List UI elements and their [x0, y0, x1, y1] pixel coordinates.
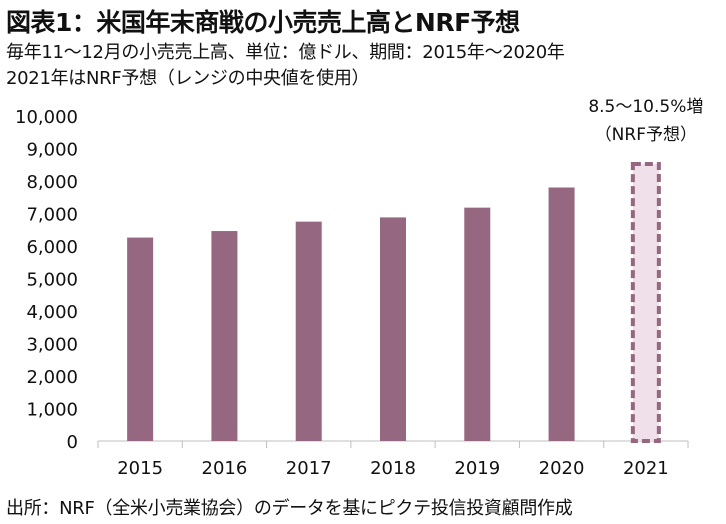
y-axis: 0 1,000 2,000 3,000 4,000 5,000 6,000 7,000 8,00… [15, 107, 78, 453]
x-tick-label: 2017 [286, 458, 332, 479]
chart-subtitle-line2: 2021年はNRF予想（レンジの中央値を使用） [6, 68, 370, 89]
y-tick-label: 8,000 [26, 172, 78, 193]
y-tick-label: 6,000 [26, 237, 78, 258]
y-tick-label: 7,000 [26, 205, 78, 226]
y-tick-label: 3,000 [26, 335, 78, 356]
bar [295, 221, 322, 441]
x-tick-label: 2020 [539, 458, 585, 479]
bar [548, 187, 575, 441]
bar [464, 207, 491, 441]
forecast-annotation-line2: （NRF予想） [595, 125, 697, 145]
bars [127, 161, 661, 443]
forecast-annotation-line1: 8.5～10.5%増 [588, 97, 703, 117]
x-axis: 2015 2016 2017 2018 2019 2020 2021 [97, 440, 689, 479]
bar [211, 231, 238, 441]
bar [127, 237, 154, 441]
y-tick-label: 5,000 [26, 270, 78, 291]
x-tick-label: 2015 [117, 458, 163, 479]
y-tick-label: 0 [67, 432, 78, 453]
chart-subtitle-line1: 毎年11～12月の小売売上高、単位：億ドル、期間：2015年～2020年 [6, 42, 565, 63]
y-tick-label: 2,000 [26, 367, 78, 388]
y-tick-label: 4,000 [26, 302, 78, 323]
x-tick-label: 2016 [202, 458, 248, 479]
x-tick-label: 2018 [370, 458, 416, 479]
y-tick-label: 1,000 [26, 400, 78, 421]
bar [380, 217, 406, 441]
source-note: 出所：NRF（全米小売業協会）のデータを基にピクテ投信投資顧問作成 [6, 498, 573, 519]
forecast-bar [630, 161, 661, 443]
x-tick-label: 2021 [623, 458, 669, 479]
chart-title: 図表1：米国年末商戦の小売売上高とNRF予想 [6, 8, 520, 37]
y-tick-label: 9,000 [26, 140, 78, 161]
y-tick-label: 10,000 [15, 107, 78, 128]
x-tick-label: 2019 [454, 458, 500, 479]
